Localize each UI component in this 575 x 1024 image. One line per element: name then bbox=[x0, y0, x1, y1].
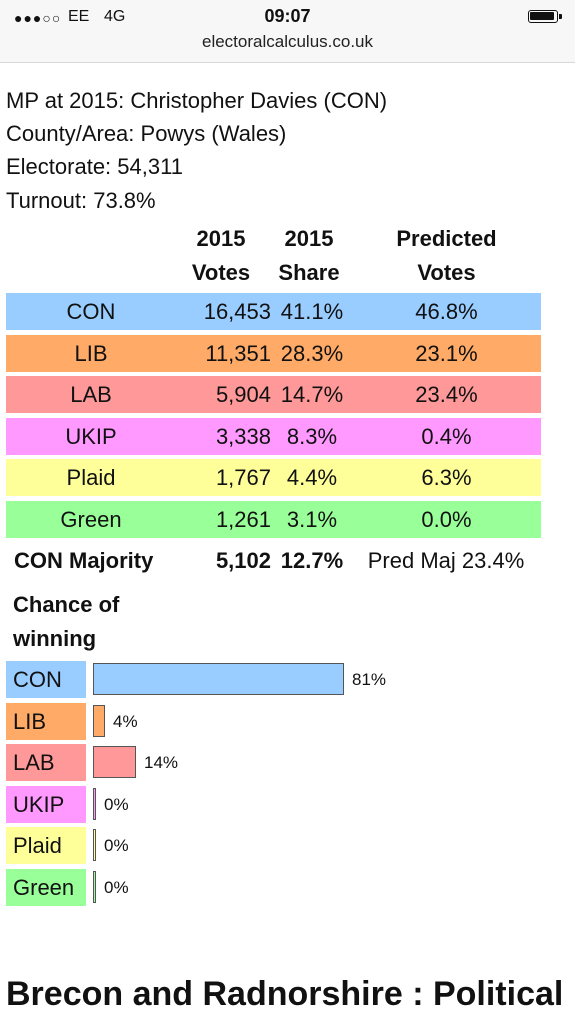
chance-party-label: LAB bbox=[6, 744, 86, 781]
electorate-info: Electorate: 54,311 bbox=[6, 154, 183, 179]
votes-cell: 11,351 bbox=[205, 340, 271, 366]
chance-row: Green 0% bbox=[6, 868, 566, 906]
chance-party-label: Plaid bbox=[6, 827, 86, 864]
party-cell: UKIP bbox=[65, 423, 117, 449]
turnout-info: Turnout: 73.8% bbox=[6, 188, 156, 213]
table-row: Green 1,261 3.1% 0.0% bbox=[6, 500, 541, 538]
chance-value: 81% bbox=[352, 670, 387, 689]
address-bar[interactable]: electoralcalculus.co.uk bbox=[201, 32, 374, 51]
votes-cell: 1,767 bbox=[215, 465, 271, 490]
predicted-cell: 0.0% bbox=[421, 506, 472, 532]
majority-votes: 5,102 bbox=[215, 548, 271, 573]
header-votes: 2015 Votes bbox=[191, 226, 251, 285]
party-cell: Plaid bbox=[66, 465, 116, 490]
majority-label: CON Majority bbox=[14, 548, 154, 573]
network-type: 4G bbox=[104, 8, 126, 25]
chance-row: LIB 4% bbox=[6, 702, 566, 740]
party-cell: CON bbox=[66, 299, 116, 324]
majority-predicted: Pred Maj 23.4% bbox=[367, 548, 525, 573]
majority-row: CON Majority 5,102 12.7% Pred Maj 23.4% bbox=[6, 542, 541, 579]
chance-value: 14% bbox=[144, 753, 179, 772]
votes-cell: 16,453 bbox=[203, 299, 271, 324]
chance-value: 0% bbox=[104, 836, 129, 855]
chance-bar bbox=[93, 787, 96, 820]
predicted-cell: 23.1% bbox=[415, 340, 478, 366]
status-bar: ●●●○○ EE 4G 09:07 electoralcalculus.co.u… bbox=[0, 0, 575, 63]
chance-row: LAB 14% bbox=[6, 744, 566, 781]
chance-value: 4% bbox=[113, 711, 138, 731]
chance-party-label: UKIP bbox=[6, 785, 86, 823]
share-cell: 14.7% bbox=[280, 382, 344, 407]
party-cell: Green bbox=[60, 506, 122, 532]
mp-info: MP at 2015: Christopher Davies (CON) bbox=[6, 88, 388, 113]
signal-strength-icon: ●●●○○ bbox=[14, 10, 62, 26]
chance-bar bbox=[93, 746, 136, 778]
battery-icon bbox=[528, 10, 562, 23]
county-info: County/Area: Powys (Wales) bbox=[6, 121, 287, 146]
votes-cell: 3,338 bbox=[215, 423, 271, 449]
chance-bar bbox=[93, 663, 344, 695]
chance-value: 0% bbox=[104, 877, 129, 897]
predicted-cell: 46.8% bbox=[415, 299, 478, 324]
header-predicted: Predicted Votes bbox=[396, 226, 497, 285]
share-cell: 28.3% bbox=[280, 340, 344, 366]
carrier-name: EE bbox=[68, 8, 90, 25]
section-title: Brecon and Radnorshire : Political and D… bbox=[6, 975, 571, 1013]
chance-bar bbox=[93, 870, 96, 903]
table-row: UKIP 3,338 8.3% 0.4% bbox=[6, 417, 541, 455]
votes-cell: 1,261 bbox=[215, 506, 271, 532]
share-cell: 3.1% bbox=[286, 506, 338, 532]
chance-bar bbox=[93, 704, 105, 737]
party-cell: LAB bbox=[70, 382, 112, 407]
table-row: CON 16,453 41.1% 46.8% bbox=[6, 293, 541, 330]
chance-bar bbox=[93, 829, 96, 861]
votes-cell: 5,904 bbox=[215, 382, 271, 407]
chance-row: Plaid 0% bbox=[6, 827, 566, 864]
predicted-cell: 23.4% bbox=[415, 382, 478, 407]
chance-party-label: LIB bbox=[6, 702, 86, 740]
header-share: 2015 Share bbox=[278, 226, 340, 285]
share-cell: 41.1% bbox=[280, 299, 344, 324]
chance-row: UKIP 0% bbox=[6, 785, 566, 823]
majority-share: 12.7% bbox=[280, 548, 344, 573]
predicted-cell: 0.4% bbox=[421, 423, 472, 449]
chance-row: CON 81% bbox=[6, 661, 566, 698]
clock: 09:07 bbox=[264, 6, 311, 26]
table-row: LAB 5,904 14.7% 23.4% bbox=[6, 376, 541, 413]
predicted-cell: 6.3% bbox=[421, 465, 472, 490]
share-cell: 4.4% bbox=[286, 465, 338, 490]
chance-party-label: CON bbox=[6, 661, 86, 698]
party-cell: LIB bbox=[74, 340, 108, 366]
chance-title: Chance of winning bbox=[13, 592, 120, 651]
chance-value: 0% bbox=[104, 794, 129, 814]
table-row: LIB 11,351 28.3% 23.1% bbox=[6, 334, 541, 372]
chance-party-label: Green bbox=[6, 868, 86, 906]
table-row: Plaid 1,767 4.4% 6.3% bbox=[6, 459, 541, 496]
share-cell: 8.3% bbox=[286, 423, 338, 449]
